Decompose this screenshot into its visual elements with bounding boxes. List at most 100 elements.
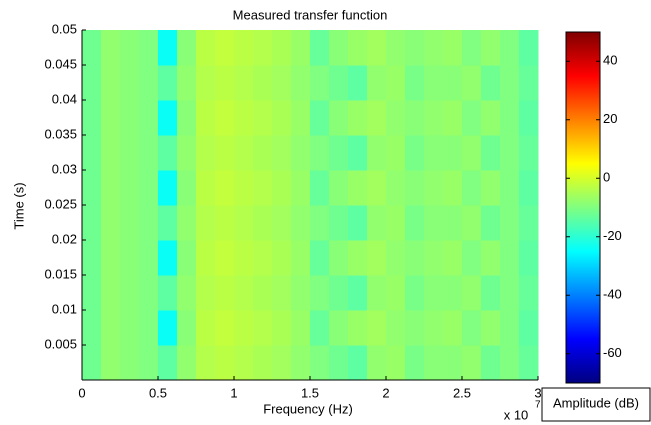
x-tick-label: 0.5 (149, 385, 167, 400)
heat-cell (462, 170, 482, 206)
heat-cell (310, 170, 330, 206)
x-tick-label: 3 (534, 385, 541, 400)
heat-cell (405, 240, 425, 276)
heat-cell (101, 100, 121, 136)
heat-cell (405, 345, 425, 381)
heat-cell (348, 30, 368, 66)
heat-cell (82, 310, 102, 346)
heat-cell (367, 100, 387, 136)
heat-cell (481, 345, 501, 381)
heat-cell (443, 205, 463, 241)
heat-cell (367, 170, 387, 206)
heat-cell (462, 275, 482, 311)
heat-cell (215, 205, 235, 241)
heat-cell (101, 345, 121, 381)
heat-cell (424, 100, 444, 136)
heat-cell (196, 345, 216, 381)
heat-cell (443, 30, 463, 66)
heat-cell (139, 275, 159, 311)
heat-cell (519, 30, 539, 66)
heat-cell (443, 310, 463, 346)
heat-cell (462, 30, 482, 66)
heat-cell (215, 240, 235, 276)
heat-cell (215, 345, 235, 381)
heat-cell (196, 170, 216, 206)
heat-cell (139, 135, 159, 171)
heat-cell (215, 170, 235, 206)
heat-cell (139, 100, 159, 136)
heat-cell (234, 275, 254, 311)
x-tick-label: 1.5 (301, 385, 319, 400)
heat-cell (386, 65, 406, 101)
heat-cell (196, 205, 216, 241)
heat-cell (272, 310, 292, 346)
heat-cell (177, 65, 197, 101)
heat-cell (443, 345, 463, 381)
heat-cell (405, 65, 425, 101)
heat-cell (462, 100, 482, 136)
heat-cell (443, 275, 463, 311)
heat-cell (348, 205, 368, 241)
heat-cell (120, 275, 140, 311)
y-tick-label: 0.02 (52, 231, 77, 246)
heat-cell (215, 310, 235, 346)
heat-cell (500, 345, 520, 381)
heat-cell (500, 100, 520, 136)
heat-cell (196, 30, 216, 66)
heat-cell (443, 240, 463, 276)
heat-cell (405, 310, 425, 346)
heat-cell (158, 205, 178, 241)
x-tick-label: 2.5 (453, 385, 471, 400)
heat-cell (120, 135, 140, 171)
heat-cell (82, 30, 102, 66)
heat-cell (481, 205, 501, 241)
heat-cell (405, 135, 425, 171)
heat-cell (158, 275, 178, 311)
heat-cell (291, 275, 311, 311)
heat-cell (272, 240, 292, 276)
heat-cell (82, 170, 102, 206)
heat-cell (519, 345, 539, 381)
heat-cell (443, 135, 463, 171)
colorbar-label-box (541, 387, 651, 422)
heat-cell (120, 310, 140, 346)
heat-cell (424, 65, 444, 101)
heat-cell (405, 170, 425, 206)
heat-cell (101, 205, 121, 241)
heat-cell (443, 170, 463, 206)
heat-cell (386, 345, 406, 381)
heat-cell (139, 30, 159, 66)
heat-cell (234, 100, 254, 136)
x-tick-label: 2 (382, 385, 389, 400)
heat-cell (405, 30, 425, 66)
heat-cell (386, 310, 406, 346)
heat-cell (500, 30, 520, 66)
heat-cell (234, 170, 254, 206)
heat-cell (386, 275, 406, 311)
heat-cell (291, 310, 311, 346)
heat-cell (367, 30, 387, 66)
heat-cell (215, 275, 235, 311)
heat-cell (310, 345, 330, 381)
heat-cell (310, 275, 330, 311)
heat-cell (82, 135, 102, 171)
heat-cell (272, 170, 292, 206)
heat-cell (139, 240, 159, 276)
heat-cell (519, 135, 539, 171)
heat-cell (196, 240, 216, 276)
chart-title: Measured transfer function (233, 7, 388, 22)
heat-cell (120, 30, 140, 66)
heat-cell (253, 240, 273, 276)
heat-cell (253, 170, 273, 206)
heat-cell (82, 345, 102, 381)
heat-cell (234, 345, 254, 381)
heat-cell (215, 100, 235, 136)
heat-cell (481, 170, 501, 206)
heat-cell (139, 205, 159, 241)
heat-cell (329, 170, 349, 206)
heat-cell (500, 65, 520, 101)
heat-cell (101, 135, 121, 171)
heat-cell (424, 135, 444, 171)
heat-cell (348, 240, 368, 276)
